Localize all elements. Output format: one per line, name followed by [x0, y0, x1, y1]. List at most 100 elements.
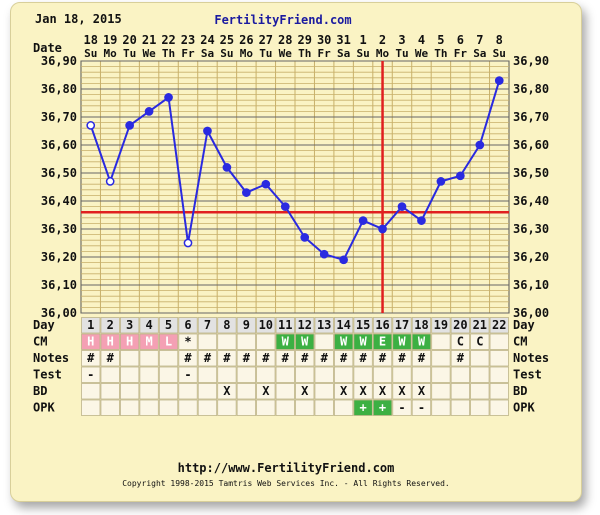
y-tick-label-right: 36,30	[513, 222, 549, 236]
test-cell	[411, 366, 432, 383]
notes-cell	[178, 350, 198, 367]
weekday-label: Tu	[259, 47, 272, 60]
notes-cell	[217, 350, 237, 367]
temperature-point	[494, 76, 504, 85]
test-cell	[81, 366, 101, 383]
cm-cell	[314, 333, 334, 350]
y-tick-label-right: 36,80	[513, 82, 549, 96]
date-label: 23	[181, 33, 195, 47]
weekday-label: Th	[298, 47, 311, 60]
temperature-point	[105, 177, 115, 186]
opk-cell	[120, 399, 140, 416]
opk-cell	[295, 399, 315, 416]
date-label: 6	[457, 33, 464, 47]
notes-value: #	[340, 351, 348, 365]
bd-cell	[81, 383, 101, 400]
cycle_days-cell	[353, 317, 373, 334]
date-label: 4	[418, 33, 425, 47]
temperature-point	[222, 163, 232, 172]
y-tick-label-left: 36,70	[41, 110, 77, 124]
test-cell	[295, 366, 315, 383]
test-cell	[334, 366, 354, 383]
cycle_days-value: 2	[107, 318, 114, 332]
opk-cell	[158, 399, 179, 416]
test-cell	[120, 366, 140, 383]
cm-cell	[275, 333, 295, 350]
y-tick-label-left: 36,80	[41, 82, 77, 96]
test-cell	[178, 366, 198, 383]
notes-value: #	[262, 351, 270, 365]
cycle_days-cell	[158, 317, 179, 334]
fertility-chart: Jan 18, 2015 FertilityFriend.com 36,00 36…	[33, 12, 549, 488]
date-label: 31	[336, 33, 350, 47]
notes-value: #	[223, 351, 231, 365]
cm-cell	[334, 333, 354, 350]
bd-cell	[314, 383, 334, 400]
cm-cell	[256, 333, 276, 350]
y-tick-label-left: 36,40	[41, 194, 77, 208]
cycle_days-value: 19	[434, 318, 448, 332]
cycle_days-value: 1	[87, 318, 94, 332]
cm-value: H	[126, 335, 133, 349]
notes-cell	[353, 350, 373, 367]
footer-url: http://www.FertilityFriend.com	[178, 461, 395, 475]
weekday-label: Su	[220, 47, 233, 60]
date-label: 29	[298, 33, 312, 47]
cm-value: W	[418, 335, 426, 349]
cm-value: C	[476, 335, 483, 349]
temperature-line	[89, 80, 501, 261]
test-value: -	[87, 368, 94, 382]
weekday-label: Su	[356, 47, 369, 60]
row-label-right: BD	[513, 384, 527, 398]
y-tick-label-left: 36,60	[41, 138, 77, 152]
fertility-chart-card: Jan 18, 2015 FertilityFriend.com 36,00 36…	[10, 2, 582, 502]
cycle_days-cell	[314, 317, 334, 334]
cycle_days-value: 22	[492, 318, 506, 332]
cm-cell	[353, 333, 373, 350]
cycle_days-cell	[100, 317, 120, 334]
date-label: 5	[437, 33, 444, 47]
cm-value: H	[87, 335, 94, 349]
opk-cell	[275, 399, 295, 416]
row-label-left: Day	[33, 318, 55, 332]
notes-cell	[470, 350, 490, 367]
bd-cell	[158, 383, 179, 400]
notes-cell	[431, 350, 451, 367]
notes-value: #	[398, 351, 406, 365]
cm-value: W	[398, 335, 406, 349]
cm-cell	[450, 333, 470, 350]
date-label: 25	[220, 33, 234, 47]
notes-value: #	[87, 351, 95, 365]
opk-cell	[100, 399, 120, 416]
temperature-point	[280, 202, 290, 211]
y-tick-label-left: 36,00	[41, 306, 77, 320]
notes-cell	[450, 350, 470, 367]
cm-cell	[120, 333, 140, 350]
weekday-label: We	[415, 47, 429, 60]
temperature-point	[378, 224, 387, 234]
bd-cell	[120, 383, 140, 400]
temperature-point	[300, 233, 310, 242]
test-cell	[139, 366, 159, 383]
weekday-label: Fr	[454, 47, 468, 60]
opk-cell	[81, 399, 101, 416]
bd-value: X	[340, 384, 348, 398]
bd-cell	[353, 383, 373, 400]
opk-cell	[334, 399, 354, 416]
cm-cell	[197, 333, 218, 350]
cm-value: W	[340, 335, 348, 349]
test-cell	[217, 366, 237, 383]
cycle_days-cell	[217, 317, 237, 334]
test-cell	[236, 366, 256, 383]
y-tick-label-right: 36,10	[513, 278, 549, 292]
bd-value: X	[418, 384, 426, 398]
cycle_days-value: 5	[165, 318, 172, 332]
notes-value: #	[204, 351, 212, 365]
notes-value: #	[243, 351, 251, 365]
notes-cell	[275, 350, 295, 367]
temperature-point	[358, 216, 368, 225]
opk-cell	[431, 399, 451, 416]
temperature-point	[261, 179, 271, 189]
weekday-label: Sa	[201, 47, 214, 60]
notes-cell	[256, 350, 276, 367]
